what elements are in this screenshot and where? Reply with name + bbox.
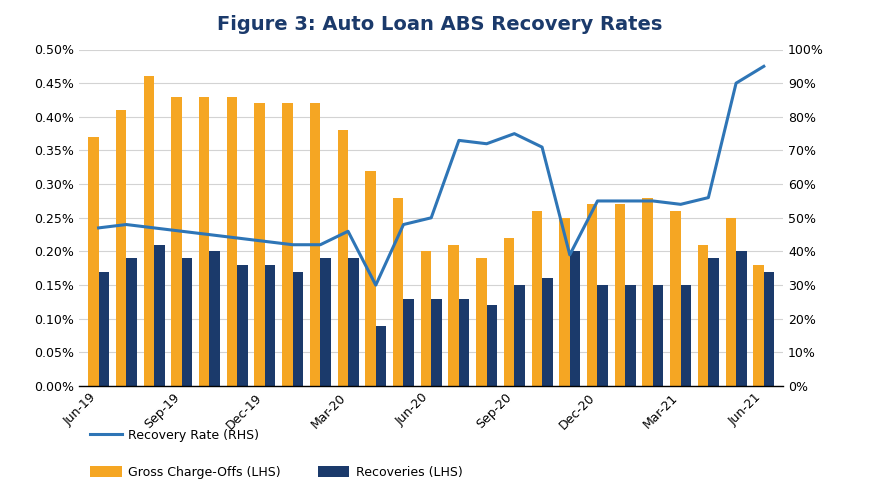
Recovery Rate (RHS) xyxy=(260,239,270,245)
Text: Figure 3: Auto Loan ABS Recovery Rates: Figure 3: Auto Loan ABS Recovery Rates xyxy=(217,15,663,34)
Bar xyxy=(376,326,386,386)
Recovery Rate (RHS) xyxy=(288,242,298,248)
Bar xyxy=(421,251,431,386)
Recovery Rate (RHS) xyxy=(537,144,547,150)
Recovery Rate (RHS) xyxy=(399,222,409,228)
Bar xyxy=(449,245,458,386)
Recovery Rate (RHS) xyxy=(730,80,741,86)
Recovery Rate (RHS) xyxy=(509,131,519,137)
Legend: Recovery Rate (RHS): Recovery Rate (RHS) xyxy=(85,424,264,446)
Bar xyxy=(143,76,154,386)
Bar xyxy=(736,251,746,386)
Bar xyxy=(725,218,736,386)
Bar xyxy=(310,103,320,386)
Bar xyxy=(172,97,182,386)
Bar xyxy=(698,245,708,386)
Bar xyxy=(393,198,404,386)
Bar xyxy=(404,298,414,386)
Recovery Rate (RHS) xyxy=(315,242,326,248)
Bar xyxy=(365,171,376,386)
Recovery Rate (RHS) xyxy=(592,198,603,204)
Bar xyxy=(598,285,608,386)
Legend: Gross Charge-Offs (LHS), Recoveries (LHS): Gross Charge-Offs (LHS), Recoveries (LHS… xyxy=(85,461,467,484)
Bar xyxy=(625,285,635,386)
Recovery Rate (RHS) xyxy=(481,141,492,147)
Line: Recovery Rate (RHS): Recovery Rate (RHS) xyxy=(99,66,764,285)
Recovery Rate (RHS) xyxy=(675,201,686,207)
Bar xyxy=(680,285,691,386)
Bar xyxy=(265,265,275,386)
Bar xyxy=(560,218,569,386)
Bar xyxy=(642,198,653,386)
Recovery Rate (RHS) xyxy=(648,198,658,204)
Bar xyxy=(348,258,358,386)
Bar xyxy=(487,305,497,386)
Recovery Rate (RHS) xyxy=(121,222,132,228)
Bar xyxy=(282,103,293,386)
Bar xyxy=(504,238,514,386)
Bar xyxy=(116,110,127,386)
Bar xyxy=(587,204,598,386)
Bar xyxy=(542,278,553,386)
Bar xyxy=(99,272,109,386)
Recovery Rate (RHS) xyxy=(426,215,436,221)
Recovery Rate (RHS) xyxy=(453,138,464,144)
Recovery Rate (RHS) xyxy=(620,198,630,204)
Bar xyxy=(653,285,664,386)
Recovery Rate (RHS) xyxy=(564,252,575,258)
Bar xyxy=(615,204,625,386)
Bar xyxy=(476,258,487,386)
Bar xyxy=(293,272,303,386)
Recovery Rate (RHS) xyxy=(204,232,215,238)
Bar xyxy=(708,258,719,386)
Recovery Rate (RHS) xyxy=(149,225,159,231)
Bar xyxy=(199,97,209,386)
Bar xyxy=(514,285,524,386)
Bar xyxy=(238,265,247,386)
Bar xyxy=(209,251,220,386)
Recovery Rate (RHS) xyxy=(370,282,381,288)
Bar xyxy=(764,272,774,386)
Bar xyxy=(458,298,469,386)
Recovery Rate (RHS) xyxy=(759,63,769,69)
Recovery Rate (RHS) xyxy=(232,235,243,241)
Bar xyxy=(753,265,764,386)
Bar xyxy=(338,130,348,386)
Bar xyxy=(227,97,238,386)
Bar xyxy=(254,103,265,386)
Recovery Rate (RHS) xyxy=(93,225,104,231)
Recovery Rate (RHS) xyxy=(343,228,354,234)
Recovery Rate (RHS) xyxy=(177,228,187,234)
Bar xyxy=(569,251,580,386)
Bar xyxy=(320,258,331,386)
Bar xyxy=(182,258,193,386)
Bar xyxy=(127,258,137,386)
Bar xyxy=(532,211,542,386)
Bar xyxy=(670,211,680,386)
Bar xyxy=(154,245,165,386)
Bar xyxy=(431,298,442,386)
Recovery Rate (RHS) xyxy=(703,195,714,200)
Bar xyxy=(88,137,99,386)
